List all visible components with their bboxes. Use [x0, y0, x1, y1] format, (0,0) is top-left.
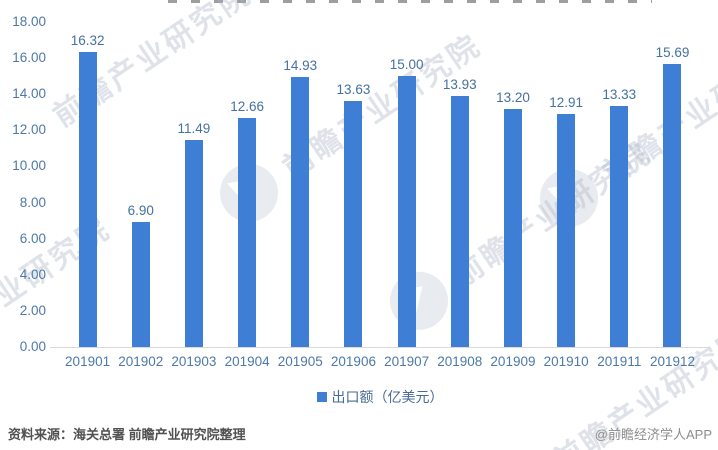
bar — [397, 76, 416, 347]
bar-column: 12.66 201904 — [221, 22, 274, 369]
bar — [291, 77, 310, 347]
bar-value-label: 13.93 — [442, 76, 477, 92]
bar-value-label: 13.20 — [496, 89, 530, 105]
y-axis-tick-label: 10.00 — [12, 158, 46, 174]
bar-value-label: 12.91 — [549, 94, 584, 110]
bar-column: 15.00 201907 — [380, 22, 433, 369]
bar — [610, 106, 629, 347]
x-axis-label: 201905 — [277, 354, 323, 369]
bar-column: 16.32 201901 — [61, 22, 114, 369]
bar — [238, 118, 257, 347]
bar-value-label: 13.33 — [602, 87, 637, 103]
bar-column: 14.93 201905 — [274, 22, 327, 369]
legend-label: 出口额（亿美元） — [331, 389, 444, 405]
y-axis-tick-label: 2.00 — [19, 302, 46, 318]
x-axis-label: 201910 — [543, 354, 589, 369]
bar-value-label: 15.69 — [655, 44, 690, 60]
y-axis-tick-label: 12.00 — [12, 122, 46, 138]
cropped-title-remnant — [168, 0, 652, 3]
bar-column: 15.69 201912 — [646, 22, 699, 369]
x-axis-label: 201903 — [171, 354, 217, 369]
y-axis-tick-label: 14.00 — [12, 86, 46, 102]
bar — [131, 222, 150, 347]
y-axis-tick-label: 18.00 — [12, 14, 46, 29]
bar-value-label: 14.93 — [283, 58, 318, 74]
y-axis-tick-label: 16.00 — [12, 50, 46, 66]
x-axis-label: 201906 — [330, 354, 376, 369]
bar-column: 13.20 201909 — [486, 22, 539, 369]
x-axis-label: 201912 — [649, 354, 695, 369]
bar — [78, 52, 97, 347]
bar — [557, 113, 576, 347]
x-axis-label: 201904 — [224, 354, 270, 369]
x-axis-label: 201907 — [384, 354, 430, 369]
bar — [663, 63, 682, 347]
x-axis-label: 201911 — [597, 354, 642, 369]
bar — [344, 100, 363, 347]
bar-column: 13.33 201911 — [593, 22, 646, 369]
credit-text: @前瞻经济学人APP — [594, 426, 712, 442]
plot-area: 16.32 201901 6.90 201902 11.49 201903 12.66 201… — [61, 22, 699, 370]
y-axis: 18.00 16.00 14.00 12.00 10.00 8.00 6.00 4.00 2.0… — [6, 0, 46, 450]
y-axis-tick-label: 6.00 — [19, 230, 46, 246]
bar-column: 6.90 201902 — [114, 22, 167, 369]
x-axis-label: 201908 — [437, 354, 483, 369]
bar-column: 13.63 201906 — [327, 22, 380, 369]
bar-value-label: 12.66 — [230, 99, 264, 115]
bar-value-label: 13.63 — [336, 81, 371, 97]
y-axis-tick-label: 0.00 — [19, 339, 46, 354]
bar — [503, 108, 522, 347]
source-text: 资料来源：海关总署 前瞻产业研究院整理 — [8, 426, 246, 442]
bar-column: 13.93 201908 — [433, 22, 486, 370]
bar-value-label: 15.00 — [389, 57, 424, 73]
bar — [450, 95, 469, 347]
x-axis-label: 201909 — [490, 354, 536, 369]
legend-swatch — [316, 392, 327, 402]
y-axis-tick-label: 8.00 — [19, 194, 46, 210]
footer: 资料来源：海关总署 前瞻产业研究院整理 @前瞻经济学人APP — [8, 422, 712, 444]
bar-column: 11.49 201903 — [167, 22, 220, 369]
bar-value-label: 6.90 — [127, 203, 154, 219]
bar-value-label: 16.32 — [70, 33, 105, 49]
x-axis-line — [50, 347, 710, 348]
y-axis-tick-label: 4.00 — [19, 266, 46, 282]
bar-value-label: 11.49 — [177, 120, 211, 136]
x-axis-label: 201901 — [65, 354, 111, 369]
bar-column: 12.91 201910 — [540, 22, 593, 369]
x-axis-label: 201902 — [118, 354, 164, 369]
legend: 出口额（亿美元） — [61, 388, 699, 406]
bar — [184, 139, 203, 347]
